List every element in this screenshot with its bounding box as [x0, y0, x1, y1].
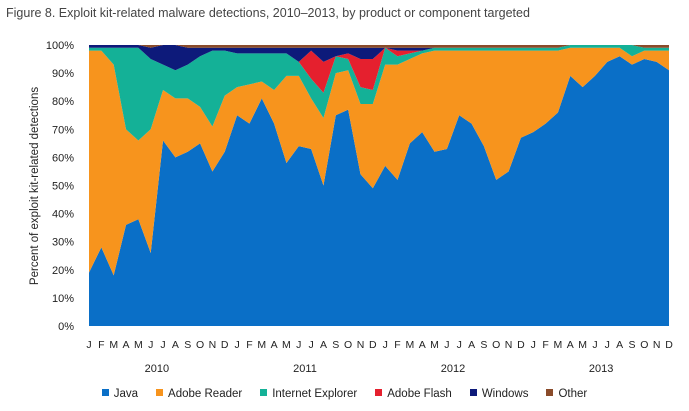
- legend-item-adobe-reader: Adobe Reader: [156, 388, 242, 400]
- x-tick-month: O: [196, 339, 204, 351]
- legend-item-adobe-flash: Adobe Flash: [375, 388, 452, 400]
- x-tick-month: N: [357, 339, 365, 351]
- y-tick-label: 50%: [52, 181, 74, 193]
- x-tick-month: F: [98, 339, 104, 351]
- x-tick-month: A: [172, 339, 179, 351]
- y-tick-label: 40%: [52, 209, 74, 221]
- legend-label: Java: [113, 388, 139, 400]
- y-axis-label: Percent of exploit kit-related detection…: [29, 87, 41, 285]
- legend-swatch: [546, 389, 554, 396]
- legend-label: Internet Explorer: [272, 388, 358, 400]
- x-tick-month: J: [86, 339, 91, 351]
- x-tick-month: A: [271, 339, 278, 351]
- area-windows: [89, 45, 669, 71]
- y-tick-label: 10%: [52, 293, 74, 305]
- legend-swatch: [260, 389, 268, 396]
- x-tick-month: N: [653, 339, 661, 351]
- x-tick-month: S: [480, 339, 487, 351]
- legend-label: Other: [558, 388, 588, 400]
- x-tick-year: 2010: [145, 363, 169, 375]
- x-tick-month: J: [444, 339, 449, 351]
- y-tick-label: 20%: [52, 265, 74, 277]
- legend-label: Windows: [481, 388, 529, 400]
- x-tick-month: M: [109, 339, 118, 351]
- area-other: [89, 45, 669, 48]
- x-tick-month: J: [383, 339, 388, 351]
- x-tick-month: D: [517, 339, 525, 351]
- x-tick-month: F: [246, 339, 252, 351]
- plot-areas: [89, 45, 669, 327]
- x-tick-month: O: [492, 339, 500, 351]
- legend-item-other: Other: [546, 388, 587, 400]
- x-tick-month: M: [282, 339, 291, 351]
- x-tick-month: D: [665, 339, 673, 351]
- x-tick-month: J: [308, 339, 313, 351]
- legend-swatch: [156, 389, 164, 396]
- x-tick-month: M: [578, 339, 587, 351]
- y-tick-label: 0%: [58, 321, 74, 333]
- x-tick-month: J: [296, 339, 301, 351]
- legend-item-windows: Windows: [469, 388, 529, 400]
- x-tick-month: N: [209, 339, 217, 351]
- area-internet-explorer: [89, 45, 669, 141]
- x-tick-month: A: [419, 339, 426, 351]
- x-tick-month: J: [148, 339, 153, 351]
- chart-title: Figure 8. Exploit kit-related malware de…: [6, 6, 530, 20]
- y-tick-label: 90%: [52, 68, 74, 80]
- x-tick-month: J: [160, 339, 165, 351]
- x-tick-month: F: [394, 339, 400, 351]
- x-tick-year: 2012: [441, 363, 465, 375]
- area-adobe-reader: [89, 47, 669, 276]
- x-tick-month: M: [257, 339, 266, 351]
- area-java: [89, 56, 669, 327]
- x-tick-month: M: [554, 339, 563, 351]
- x-tick-year: 2013: [589, 363, 613, 375]
- x-tick-month: S: [332, 339, 339, 351]
- x-tick-month: M: [406, 339, 415, 351]
- y-tick-label: 100%: [46, 40, 74, 52]
- x-tick-month: J: [234, 339, 239, 351]
- x-tick-month: M: [134, 339, 143, 351]
- y-tick-label: 60%: [52, 152, 74, 164]
- x-tick-month: J: [531, 339, 536, 351]
- y-tick-label: 70%: [52, 124, 74, 136]
- x-tick-month: N: [505, 339, 513, 351]
- y-axis: 0% 10% 20% 30% 40% 50% 60% 70% 80% 90% 100%: [46, 40, 74, 333]
- x-tick-month: A: [616, 339, 623, 351]
- x-tick-month: S: [184, 339, 191, 351]
- legend: Java Adobe Reader Internet Explorer Adobe F…: [0, 388, 689, 400]
- x-tick-month: D: [369, 339, 377, 351]
- x-tick-month: S: [628, 339, 635, 351]
- legend-label: Adobe Flash: [387, 388, 452, 400]
- x-tick-year: 2011: [293, 363, 317, 375]
- legend-item-java: Java: [101, 388, 139, 400]
- x-tick-month: D: [221, 339, 229, 351]
- legend-swatch: [101, 389, 109, 396]
- area-adobe-flash: [89, 45, 669, 93]
- x-tick-month: O: [640, 339, 648, 351]
- legend-swatch: [375, 389, 383, 396]
- x-tick-month: J: [457, 339, 462, 351]
- x-tick-month: J: [592, 339, 597, 351]
- legend-label: Adobe Reader: [168, 388, 243, 400]
- legend-swatch: [469, 389, 477, 396]
- x-tick-month: M: [430, 339, 439, 351]
- x-tick-month: A: [468, 339, 475, 351]
- y-tick-label: 80%: [52, 96, 74, 108]
- x-tick-month: F: [542, 339, 548, 351]
- x-tick-month: A: [320, 339, 327, 351]
- x-tick-month: A: [567, 339, 574, 351]
- x-tick-month: J: [605, 339, 610, 351]
- x-tick-month: O: [344, 339, 352, 351]
- x-tick-month: A: [122, 339, 129, 351]
- legend-item-internet-explorer: Internet Explorer: [260, 388, 357, 400]
- y-tick-label: 30%: [52, 237, 74, 249]
